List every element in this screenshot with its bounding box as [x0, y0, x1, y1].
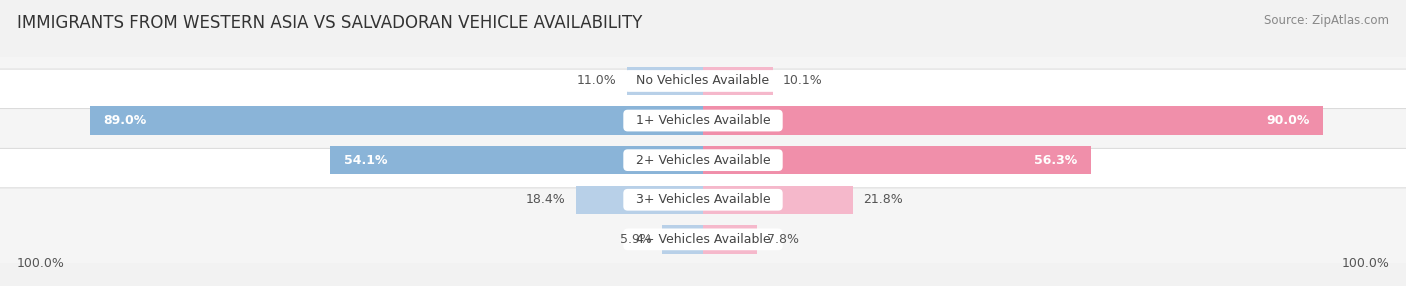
Bar	[330, 146, 703, 174]
Bar	[576, 186, 703, 214]
Text: Source: ZipAtlas.com: Source: ZipAtlas.com	[1264, 14, 1389, 27]
Text: 54.1%: 54.1%	[344, 154, 388, 167]
Text: 21.8%: 21.8%	[863, 193, 903, 206]
Text: 3+ Vehicles Available: 3+ Vehicles Available	[627, 193, 779, 206]
Text: 5.9%: 5.9%	[620, 233, 652, 246]
FancyBboxPatch shape	[0, 69, 1406, 172]
Text: 18.4%: 18.4%	[526, 193, 565, 206]
Text: 56.3%: 56.3%	[1033, 154, 1077, 167]
Text: No Vehicles Available: No Vehicles Available	[628, 74, 778, 88]
FancyBboxPatch shape	[0, 188, 1406, 286]
Bar	[90, 106, 703, 135]
Text: 100.0%: 100.0%	[17, 257, 65, 270]
Bar	[627, 67, 703, 95]
Bar	[703, 106, 1323, 135]
Text: 2+ Vehicles Available: 2+ Vehicles Available	[627, 154, 779, 167]
Text: 11.0%: 11.0%	[576, 74, 617, 88]
FancyBboxPatch shape	[0, 148, 1406, 251]
Bar	[662, 225, 703, 254]
Text: 89.0%: 89.0%	[104, 114, 146, 127]
Text: 100.0%: 100.0%	[1341, 257, 1389, 270]
Bar	[703, 67, 773, 95]
FancyBboxPatch shape	[0, 29, 1406, 132]
Text: 90.0%: 90.0%	[1267, 114, 1309, 127]
Text: 10.1%: 10.1%	[783, 74, 823, 88]
Bar	[703, 146, 1091, 174]
Text: IMMIGRANTS FROM WESTERN ASIA VS SALVADORAN VEHICLE AVAILABILITY: IMMIGRANTS FROM WESTERN ASIA VS SALVADOR…	[17, 14, 643, 32]
Text: 1+ Vehicles Available: 1+ Vehicles Available	[627, 114, 779, 127]
Bar	[703, 186, 853, 214]
FancyBboxPatch shape	[0, 109, 1406, 212]
Bar	[703, 225, 756, 254]
Text: 4+ Vehicles Available: 4+ Vehicles Available	[627, 233, 779, 246]
Text: 7.8%: 7.8%	[768, 233, 799, 246]
